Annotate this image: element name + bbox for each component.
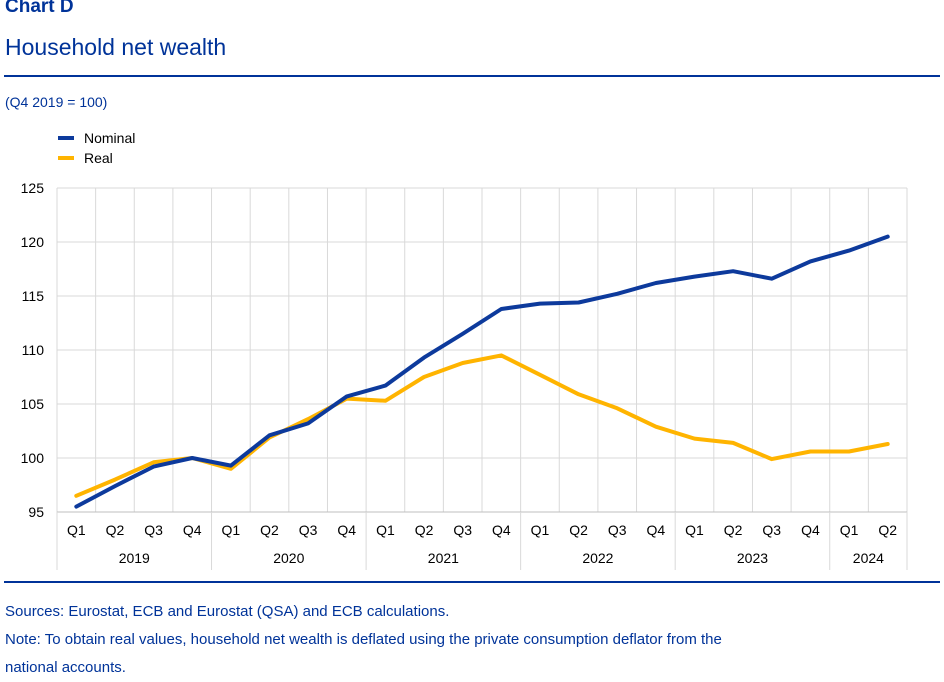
- x-tick-label: Q3: [453, 522, 472, 538]
- legend-item-nominal: Nominal: [58, 128, 135, 148]
- year-label: 2024: [853, 550, 884, 566]
- legend-label-real: Real: [84, 150, 113, 166]
- note-line-2: national accounts.: [5, 659, 126, 676]
- y-tick-label: 100: [21, 450, 45, 466]
- year-label: 2020: [273, 550, 304, 566]
- y-tick-label: 105: [21, 396, 45, 412]
- x-tick-label: Q3: [762, 522, 781, 538]
- x-tick-label: Q2: [724, 522, 743, 538]
- year-label: 2022: [582, 550, 613, 566]
- x-tick-label: Q1: [222, 522, 241, 538]
- x-tick-label: Q1: [67, 522, 86, 538]
- x-tick-label: Q2: [415, 522, 434, 538]
- x-tick-label: Q1: [840, 522, 859, 538]
- y-tick-label: 120: [21, 234, 45, 250]
- y-tick-label: 125: [21, 180, 45, 196]
- year-label: 2019: [119, 550, 150, 566]
- chart-label: Chart D: [5, 0, 74, 17]
- x-tick-label: Q1: [531, 522, 550, 538]
- unit-note: (Q4 2019 = 100): [5, 94, 108, 110]
- y-tick-label: 115: [22, 288, 45, 304]
- legend-swatch-real: [58, 156, 74, 160]
- x-tick-label: Q3: [299, 522, 318, 538]
- x-tick-label: Q4: [492, 522, 511, 538]
- x-tick-label: Q4: [183, 522, 202, 538]
- x-tick-label: Q4: [337, 522, 356, 538]
- x-tick-label: Q2: [260, 522, 279, 538]
- x-tick-label: Q2: [106, 522, 125, 538]
- series-line-nominal: [74, 234, 890, 509]
- x-tick-label: Q2: [878, 522, 897, 538]
- top-divider: [4, 75, 940, 77]
- year-label: 2023: [737, 550, 768, 566]
- legend-item-real: Real: [58, 148, 135, 168]
- x-tick-label: Q3: [608, 522, 627, 538]
- chart-title: Household net wealth: [5, 34, 227, 60]
- bottom-divider: [4, 581, 940, 583]
- legend-label-nominal: Nominal: [84, 130, 136, 146]
- x-tick-label: Q4: [647, 522, 666, 538]
- legend: Nominal Real: [58, 128, 135, 168]
- y-tick-label: 110: [22, 342, 45, 358]
- x-tick-label: Q1: [685, 522, 704, 538]
- y-tick-label: 95: [28, 504, 44, 520]
- legend-swatch-nominal: [58, 136, 74, 140]
- x-tick-label: Q1: [376, 522, 395, 538]
- note-line-1: Note: To obtain real values, household n…: [5, 631, 722, 648]
- x-tick-label: Q4: [801, 522, 820, 538]
- year-label: 2021: [428, 550, 459, 566]
- x-tick-label: Q3: [144, 522, 163, 538]
- x-tick-label: Q2: [569, 522, 588, 538]
- sources-note: Sources: Eurostat, ECB and Eurostat (QSA…: [5, 603, 450, 620]
